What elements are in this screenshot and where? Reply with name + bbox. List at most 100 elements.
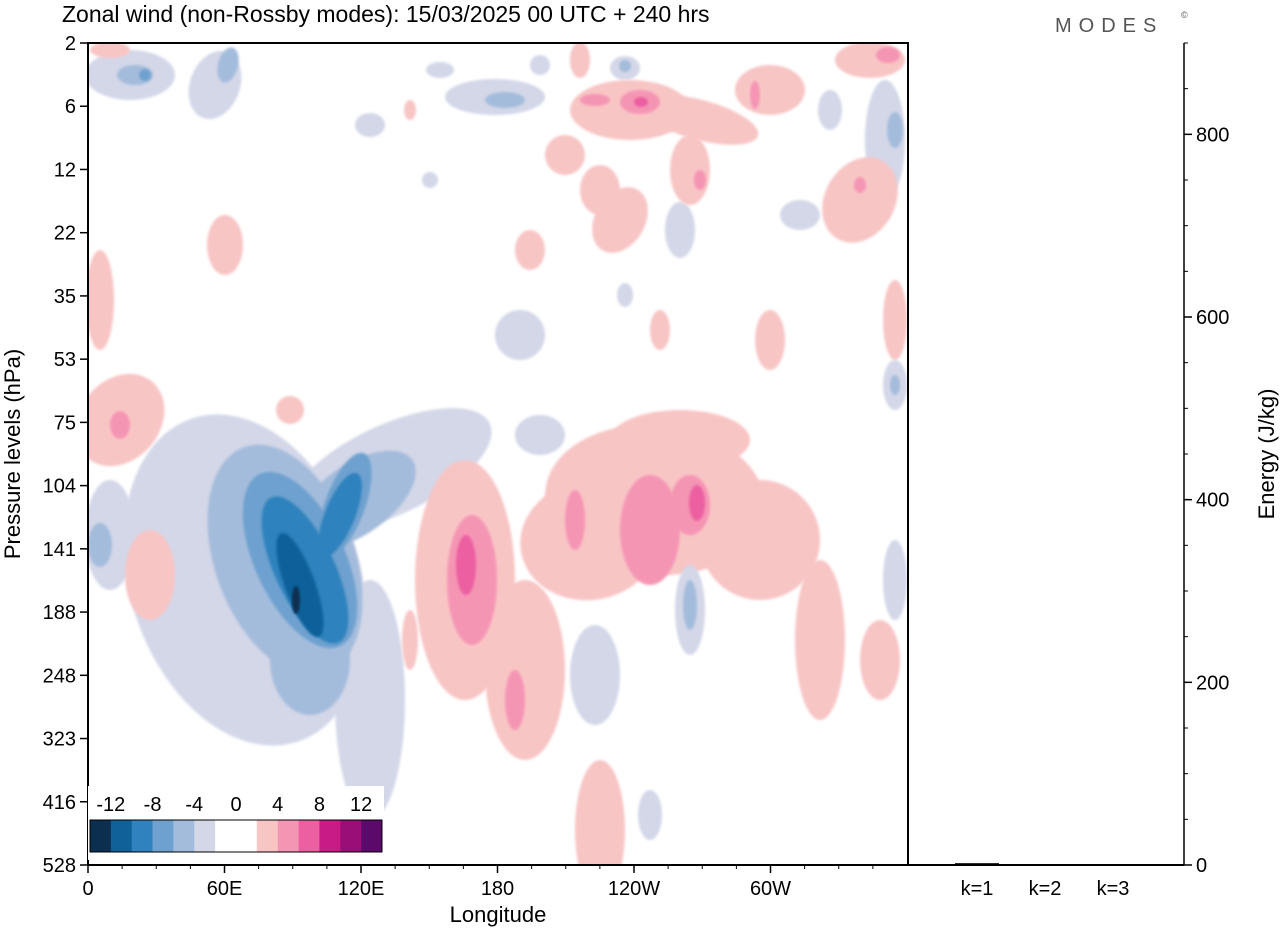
colorbar-swatch: [110, 820, 133, 852]
contour-region: [694, 170, 706, 190]
energy-tick-label: 200: [1196, 672, 1229, 694]
y-tick-label: 104: [43, 476, 76, 498]
contour-region: [854, 177, 866, 193]
colorbar-swatch: [173, 820, 195, 852]
contour-region: [217, 47, 239, 83]
contour-region: [485, 580, 565, 760]
energy-tick-label: 600: [1196, 307, 1229, 329]
contour-region: [402, 610, 418, 670]
contour-region: [545, 135, 585, 175]
chart-title: Zonal wind (non-Rossby modes): 15/03/202…: [62, 1, 710, 27]
contour-region: [755, 310, 785, 370]
contour-region: [570, 43, 590, 78]
energy-bar: [955, 863, 999, 865]
x-axis-label: Longitude: [450, 902, 547, 927]
colorbar-swatch: [298, 820, 320, 852]
colorbar-swatches: [89, 819, 383, 853]
energy-tick-label: 0: [1196, 855, 1207, 877]
contour-region: [617, 283, 633, 307]
y-tick-label: 6: [65, 96, 76, 118]
colorbar-swatch: [277, 820, 299, 852]
contour-region: [422, 172, 438, 188]
energy-bar: [1023, 864, 1067, 866]
logo-mark: ©: [1181, 10, 1188, 20]
contour-region: [580, 94, 610, 106]
contour-region: [780, 200, 820, 230]
contour-region: [565, 490, 585, 550]
contour-region: [404, 100, 416, 120]
x-tick-label: 120E: [338, 878, 385, 900]
contour-region: [495, 310, 545, 360]
contour-region: [276, 533, 324, 637]
contour-region: [860, 620, 900, 700]
contour-region: [883, 280, 907, 360]
y-tick-label: 323: [43, 729, 76, 751]
colorbar-swatch: [361, 820, 383, 852]
contour-field: [88, 43, 907, 865]
colorbar-tick-label: 8: [314, 794, 325, 816]
contour-region: [650, 310, 670, 350]
y-tick-label: 53: [54, 349, 76, 371]
y-tick-label: 141: [43, 539, 76, 561]
energy-x-label: k=2: [1029, 878, 1062, 900]
x-tick-label: 180: [481, 878, 514, 900]
contour-region: [355, 113, 385, 137]
x-tick-label: 120W: [608, 878, 660, 900]
x-axis-ticks: 0 60E 120E 180 120W 60W: [82, 865, 874, 900]
x-tick-label: 60E: [207, 878, 243, 900]
energy-tick-label: 800: [1196, 124, 1229, 146]
colorbar-swatch: [152, 820, 174, 852]
contour-region: [610, 410, 750, 470]
y-tick-label: 12: [54, 159, 76, 181]
contour-region: [670, 135, 710, 205]
contour-region: [890, 375, 900, 395]
contour-region: [110, 411, 130, 439]
x-tick-label: 60W: [750, 878, 791, 900]
contour-region: [638, 790, 662, 840]
colorbar-swatch: [236, 820, 258, 852]
contour-region: [292, 586, 300, 614]
contour-region: [515, 415, 565, 455]
contour-region: [883, 540, 907, 620]
x-tick-label: 0: [82, 878, 93, 900]
contour-region: [887, 112, 903, 148]
y-tick-label: 2: [65, 33, 76, 55]
heatmap-panel: 0 60E 120E 180 120W 60W 2 6 12 22 35 53 75 104 141 188…: [0, 33, 909, 927]
contour-region: [619, 60, 631, 72]
energy-tick-label: 400: [1196, 490, 1229, 512]
energy-x-label: k=1: [961, 878, 994, 900]
energy-x-label: k=3: [1097, 878, 1130, 900]
y-axis-label: Pressure levels (hPa): [0, 349, 25, 559]
y-tick-label: 188: [43, 602, 76, 624]
contour-region: [575, 760, 625, 865]
contour-region: [515, 230, 545, 270]
modes-logo: MODES: [1055, 15, 1163, 37]
colorbar-swatch: [194, 820, 216, 852]
contour-region: [426, 62, 454, 78]
colorbar-labels: -12 -8 -4 0 4 8 12: [96, 794, 372, 816]
y-tick-label: 22: [54, 223, 76, 245]
colorbar-tick-label: 12: [350, 794, 372, 816]
y-axis-ticks: 2 6 12 22 35 53 75 104 141 188 248 323 416 528: [43, 33, 88, 877]
contour-region: [530, 55, 550, 75]
contour-region: [485, 92, 525, 108]
colorbar-swatch: [215, 820, 237, 852]
colorbar-tick-label: 0: [230, 794, 241, 816]
y-tick-label: 416: [43, 792, 76, 814]
colorbar-tick-label: -8: [144, 794, 162, 816]
energy-bar: [1091, 864, 1135, 866]
contour-region: [689, 485, 705, 521]
y-tick-label: 75: [54, 412, 76, 434]
colorbar-border: [89, 819, 383, 853]
energy-x-ticks: k=1 k=2 k=3: [961, 878, 1130, 900]
y-tick-label: 248: [43, 665, 76, 687]
colorbar-swatch: [131, 820, 153, 852]
y-tick-label: 35: [54, 286, 76, 308]
contour-region: [822, 157, 898, 243]
contour-region: [620, 475, 680, 585]
contour-region: [318, 472, 362, 558]
contour-region: [876, 47, 900, 63]
colorbar-tick-label: 4: [272, 794, 283, 816]
colorbar-tick-label: -12: [96, 794, 125, 816]
